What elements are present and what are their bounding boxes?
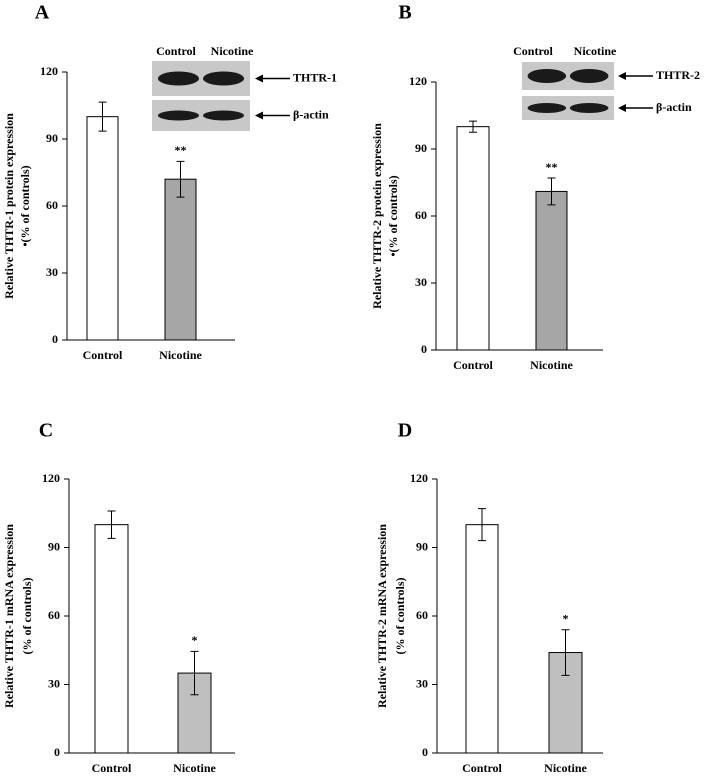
x-tick-label: Nicotine: [173, 761, 216, 775]
panel-label: B: [398, 2, 411, 24]
panel-label: A: [35, 2, 50, 24]
y-axis-label: Relative THTR-1 mRNA expression: [2, 524, 16, 708]
y-tick-label: 120: [409, 74, 427, 88]
y-tick-label: 0: [52, 332, 58, 346]
x-tick-label: Nicotine: [159, 348, 202, 362]
y-tick-label: 60: [416, 608, 428, 622]
bar: [535, 190, 568, 351]
bar: [94, 524, 129, 754]
error-bar: [469, 120, 477, 133]
bar: [456, 126, 490, 351]
blot-band: [157, 110, 200, 121]
band-label: THTR-1: [293, 70, 337, 84]
y-tick-label: 0: [421, 342, 427, 356]
y-tick-label: 90: [416, 539, 428, 553]
blot-band: [202, 110, 245, 121]
y-axis-label: (% of controls): [20, 577, 34, 654]
significance-label: *: [563, 611, 569, 625]
arrow-head: [255, 74, 263, 83]
western-blot: THTR-2 β-actin Control Nicotine: [513, 44, 700, 120]
error-bar: [98, 101, 107, 132]
lane-label: Nicotine: [574, 44, 617, 58]
x-tick-label: Nicotine: [530, 358, 573, 372]
x-tick-label: Nicotine: [544, 761, 587, 775]
x-tick-label: Control: [92, 761, 132, 775]
blot-band: [569, 69, 609, 83]
y-tick-label: 60: [46, 198, 58, 212]
significance-label: **: [546, 160, 558, 174]
bar: [86, 116, 119, 341]
x-tick-label: Control: [83, 348, 123, 362]
arrow-head: [255, 111, 263, 120]
bar: [164, 178, 197, 341]
western-blot: THTR-1 β-actin Control Nicotine: [152, 44, 337, 131]
blot-band: [527, 103, 567, 113]
y-tick-label: 120: [40, 64, 58, 78]
error-bar: [107, 510, 116, 539]
y-axis-label: Relative THTR-2 mRNA expression: [375, 524, 389, 708]
error-bar: [547, 177, 556, 206]
bar: [548, 652, 583, 754]
y-tick-label: 90: [48, 539, 60, 553]
y-tick-label: 120: [42, 471, 60, 485]
error-bar: [561, 629, 570, 676]
blot-band: [202, 71, 245, 86]
y-tick-label: 60: [48, 608, 60, 622]
y-tick-label: 0: [54, 745, 60, 759]
panel-label: D: [398, 420, 412, 442]
arrow-head: [618, 72, 626, 80]
panel-label: C: [39, 420, 53, 442]
bar: [177, 672, 212, 754]
y-tick-label: 120: [410, 471, 428, 485]
blot-band: [527, 69, 567, 83]
band-label: β-actin: [293, 107, 329, 121]
blot-band: [569, 103, 609, 113]
significance-label: *: [192, 633, 198, 647]
y-axis-label: Relative THTR-1 protein expression: [2, 113, 16, 299]
bar: [465, 524, 499, 754]
x-tick-label: Control: [462, 761, 502, 775]
arrow-head: [618, 104, 626, 112]
y-tick-label: 30: [46, 265, 58, 279]
lane-label: Control: [156, 44, 196, 58]
y-tick-label: 90: [415, 141, 427, 155]
significance-label: **: [175, 143, 187, 157]
y-axis-label: (% of controls): [393, 577, 407, 654]
band-label: β-actin: [656, 100, 692, 114]
band-label: THTR-2: [656, 68, 700, 82]
error-bar: [478, 508, 486, 542]
y-tick-label: 90: [46, 131, 58, 145]
y-tick-label: 30: [416, 676, 428, 690]
error-bar: [176, 160, 185, 198]
y-axis-label: •(% of controls): [18, 165, 32, 246]
lane-label: Control: [513, 44, 553, 58]
y-axis-label: •(% of controls): [386, 175, 400, 256]
y-tick-label: 0: [422, 745, 428, 759]
x-tick-label: Control: [453, 358, 493, 372]
error-bar: [190, 650, 199, 696]
y-tick-label: 60: [415, 208, 427, 222]
y-tick-label: 30: [48, 676, 60, 690]
blot-band: [157, 71, 200, 86]
y-axis-label: Relative THTR-2 protein expression: [370, 123, 384, 309]
y-tick-label: 30: [415, 275, 427, 289]
lane-label: Nicotine: [211, 44, 254, 58]
